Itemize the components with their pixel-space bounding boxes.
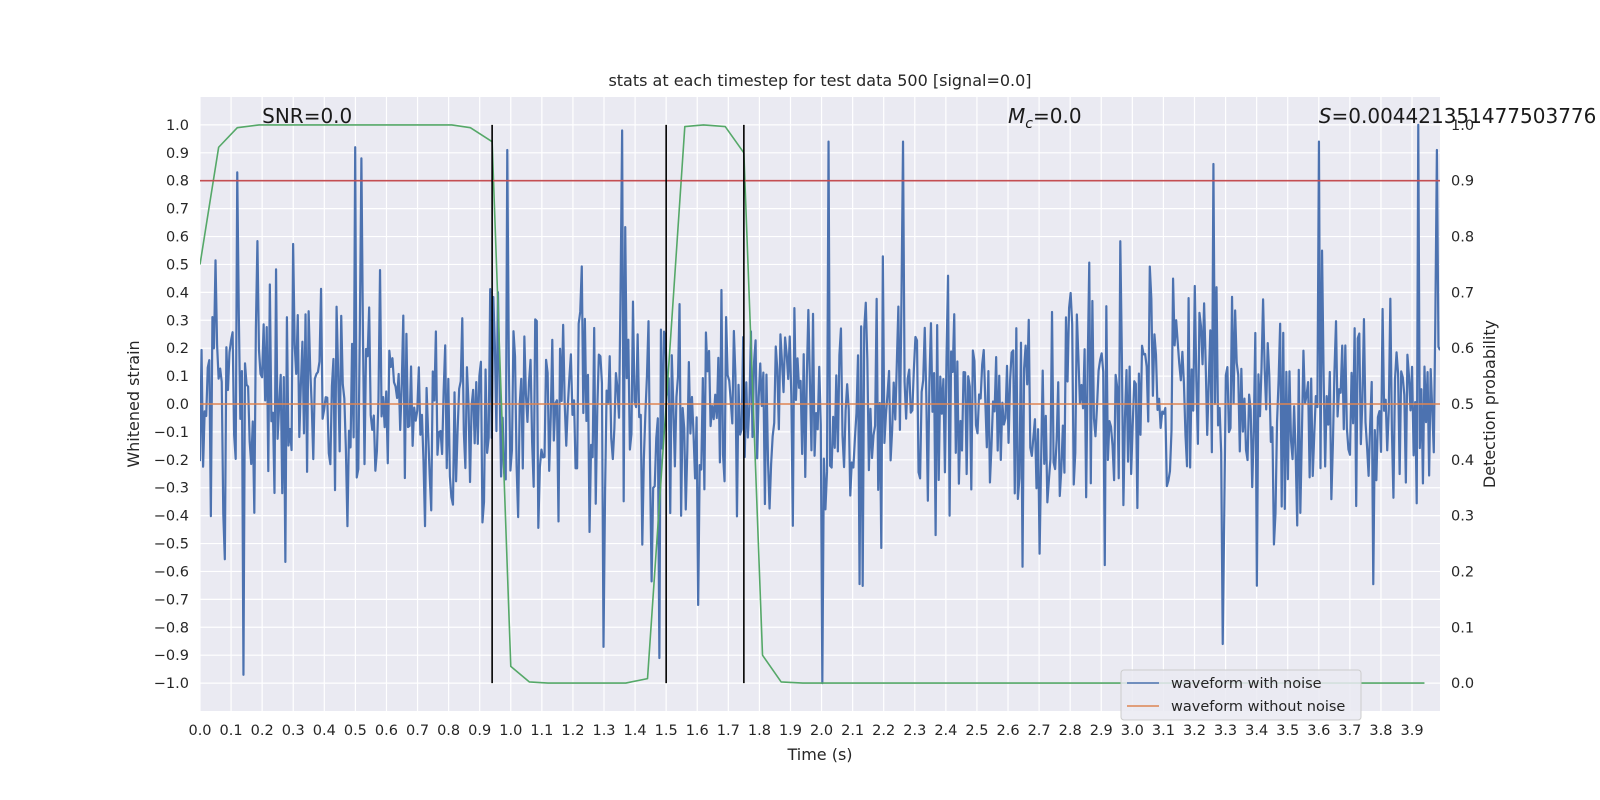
x-tick-label: 3.6 (1307, 723, 1330, 739)
y-tick-label-left: 0.9 (166, 146, 189, 162)
y-tick-label-left: 0.5 (166, 257, 189, 273)
y-tick-label-right: 0.0 (1451, 676, 1474, 692)
x-tick-label: 1.6 (686, 723, 709, 739)
x-tick-label: 3.9 (1400, 723, 1423, 739)
x-tick-label: 3.8 (1369, 723, 1392, 739)
x-tick-label: 1.5 (655, 723, 678, 739)
y-tick-label-left: 0.4 (166, 285, 189, 301)
x-tick-label: 0.9 (468, 723, 491, 739)
series-detection-probability (200, 124, 1425, 684)
x-tick-label: 1.7 (717, 723, 740, 739)
y-tick-label-right: 0.3 (1451, 509, 1474, 525)
chart-title: stats at each timestep for test data 500… (608, 71, 1031, 90)
y-tick-label-left: −0.5 (154, 537, 189, 553)
x-tick-label: 0.4 (313, 723, 336, 739)
x-tick-label: 0.7 (406, 723, 429, 739)
x-tick-label: 1.0 (499, 723, 522, 739)
x-tick-label: 3.0 (1121, 723, 1144, 739)
y-tick-label-left: 0.3 (166, 313, 189, 329)
annotation-mc-symbol: M (1008, 104, 1025, 128)
legend-box (1120, 669, 1362, 721)
data-layer (200, 123, 1440, 685)
axes: 0.0 0.1 0.2 0.3 0.4 0.5 0.6 0.7 0.8 0.9 1.0 1.1 1.2 1… (154, 118, 1474, 739)
y-tick-label-left: −0.7 (154, 592, 189, 608)
annotation-s-value: =0.004421351477503776 (1332, 104, 1597, 128)
y-tick-label-right: 1.0 (1451, 118, 1474, 134)
x-tick-label: 2.3 (903, 723, 926, 739)
x-tick-label: 2.4 (934, 723, 957, 739)
x-tick-label: 1.4 (624, 723, 647, 739)
y-axis-label-left: Whitened strain (124, 340, 143, 467)
y-tick-label-right: 0.6 (1451, 341, 1474, 357)
y-tick-label-left: 0.7 (166, 202, 189, 218)
y-tick-label-right: 0.1 (1451, 620, 1474, 636)
x-tick-label: 3.2 (1183, 723, 1206, 739)
x-tick-label: 2.8 (1059, 723, 1082, 739)
x-tick-label: 0.5 (344, 723, 367, 739)
legend: waveform with noise waveform without noi… (1120, 669, 1362, 721)
x-tick-label: 3.3 (1214, 723, 1237, 739)
y-tick-label-right: 0.9 (1451, 174, 1474, 190)
annotation-s: S=0.004421351477503776 (1319, 104, 1597, 128)
y-tick-label-left: 0.1 (166, 369, 189, 385)
annotation-mc: Mc=0.0 (1008, 104, 1082, 132)
y-tick-label-left: 0.8 (166, 174, 189, 190)
y-tick-label-left: 0.0 (166, 397, 189, 413)
y-tick-label-right: 0.7 (1451, 285, 1474, 301)
y-tick-label-left: −0.6 (154, 564, 189, 580)
x-tick-label: 2.5 (965, 723, 988, 739)
x-tick-label: 3.4 (1245, 723, 1268, 739)
x-tick-label: 0.8 (437, 723, 460, 739)
x-tick-label: 2.9 (1090, 723, 1113, 739)
y-tick-label-left: −0.8 (154, 620, 189, 636)
x-tick-label: 3.1 (1152, 723, 1175, 739)
x-tick-label: 0.6 (375, 723, 398, 739)
x-tick-label: 1.3 (592, 723, 615, 739)
x-tick-label: 2.7 (1028, 723, 1051, 739)
series-waveform-with-noise (200, 123, 1440, 685)
y-tick-label-right: 0.4 (1451, 453, 1474, 469)
x-tick-label: 2.6 (996, 723, 1019, 739)
y-tick-label-left: −0.3 (154, 481, 189, 497)
x-tick-label: 2.1 (841, 723, 864, 739)
annotation-mc-subscript: c (1025, 116, 1033, 132)
x-tick-label: 1.2 (561, 723, 584, 739)
y-tick-label-left: −0.2 (154, 453, 189, 469)
x-tick-label: 3.5 (1276, 723, 1299, 739)
x-tick-label: 1.1 (530, 723, 553, 739)
x-axis-label: Time (s) (786, 745, 852, 764)
x-tick-label: 2.2 (872, 723, 895, 739)
y-tick-label-right: 0.8 (1451, 230, 1474, 246)
y-tick-label-right: 0.5 (1451, 397, 1474, 413)
legend-label-waveform-with-noise: waveform with noise (1171, 676, 1322, 692)
x-tick-label: 0.2 (251, 723, 274, 739)
y-tick-label-right: 0.2 (1451, 564, 1474, 580)
y-tick-label-left: −0.9 (154, 648, 189, 664)
x-tick-label: 1.8 (748, 723, 771, 739)
y-tick-label-left: 1.0 (166, 118, 189, 134)
x-tick-label: 1.9 (779, 723, 802, 739)
plot-series (200, 123, 1440, 685)
x-tick-label: 3.7 (1338, 723, 1361, 739)
y-axis-label-right: Detection probability (1480, 320, 1499, 488)
x-tick-label: 2.0 (810, 723, 833, 739)
x-tick-label: 0.3 (282, 723, 305, 739)
y-tick-label-left: −1.0 (154, 676, 189, 692)
annotation-s-symbol: S (1319, 104, 1332, 128)
y-tick-label-left: 0.6 (166, 230, 189, 246)
annotation-mc-value: =0.0 (1033, 104, 1082, 128)
annotation-snr: SNR=0.0 (262, 104, 352, 128)
x-tick-label: 0.1 (220, 723, 243, 739)
x-tick-label: 0.0 (188, 723, 211, 739)
y-tick-label-left: −0.4 (154, 509, 189, 525)
legend-label-waveform-without-noise: waveform without noise (1171, 699, 1345, 715)
y-tick-label-left: −0.1 (154, 425, 189, 441)
y-tick-label-left: 0.2 (166, 341, 189, 357)
